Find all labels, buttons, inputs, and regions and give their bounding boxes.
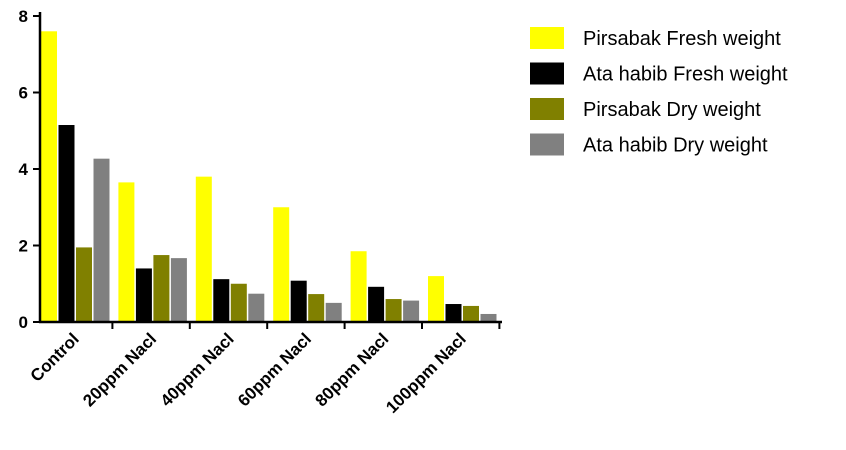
x-category-label: 80ppm Nacl bbox=[312, 329, 393, 410]
x-category-label: 100ppm Nacl bbox=[382, 329, 470, 417]
bar-ata-habib-fresh-weight-20ppm-nacl bbox=[135, 268, 152, 322]
legend-label: Pirsabak Fresh weight bbox=[583, 28, 781, 50]
bar-ata-habib-dry-weight-40ppm-nacl bbox=[248, 293, 265, 322]
bar-pirsabak-fresh-weight-40ppm-nacl bbox=[195, 176, 212, 322]
bar-pirsabak-dry-weight-control bbox=[76, 247, 92, 322]
legend-label: Ata habib Fresh weight bbox=[583, 64, 788, 86]
bar-pirsabak-dry-weight-60ppm-nacl bbox=[308, 294, 325, 322]
x-category-label: 40ppm Nacl bbox=[157, 329, 238, 410]
bar-pirsabak-fresh-weight-100ppm-nacl bbox=[428, 276, 444, 322]
legend-label: Pirsabak Dry weight bbox=[583, 99, 761, 121]
bar-pirsabak-fresh-weight-60ppm-nacl bbox=[273, 207, 290, 322]
bar-pirsabak-dry-weight-20ppm-nacl bbox=[153, 255, 170, 322]
y-tick-label: 4 bbox=[19, 160, 29, 179]
bars-group bbox=[41, 31, 497, 323]
legend-swatch bbox=[530, 98, 564, 120]
x-category-label: 60ppm Nacl bbox=[234, 329, 315, 410]
bar-ata-habib-fresh-weight-control bbox=[58, 125, 75, 322]
bar-ata-habib-fresh-weight-80ppm-nacl bbox=[368, 286, 385, 322]
x-category-label: Control bbox=[27, 329, 83, 385]
x-category-label: 20ppm Nacl bbox=[79, 329, 160, 410]
bar-ata-habib-dry-weight-control bbox=[93, 158, 110, 322]
bar-pirsabak-fresh-weight-20ppm-nacl bbox=[118, 182, 135, 322]
bar-pirsabak-dry-weight-100ppm-nacl bbox=[463, 305, 479, 322]
legend: Pirsabak Fresh weight Ata habib Fresh wei… bbox=[530, 27, 788, 157]
bar-pirsabak-fresh-weight-80ppm-nacl bbox=[350, 251, 367, 322]
bar-ata-habib-fresh-weight-60ppm-nacl bbox=[290, 280, 307, 322]
y-tick-label: 6 bbox=[19, 84, 28, 103]
y-tick-label: 8 bbox=[19, 7, 28, 26]
bar-ata-habib-dry-weight-100ppm-nacl bbox=[480, 313, 497, 322]
bar-ata-habib-fresh-weight-40ppm-nacl bbox=[213, 279, 230, 322]
y-tick-label: 2 bbox=[19, 237, 28, 256]
bar-pirsabak-dry-weight-80ppm-nacl bbox=[385, 299, 402, 322]
legend-label: Ata habib Dry weight bbox=[583, 135, 768, 157]
bar-pirsabak-fresh-weight-control bbox=[41, 31, 57, 323]
y-tick-label: 0 bbox=[19, 313, 28, 332]
bar-ata-habib-dry-weight-80ppm-nacl bbox=[403, 300, 420, 322]
bar-ata-habib-fresh-weight-100ppm-nacl bbox=[445, 304, 462, 322]
legend-swatch bbox=[530, 62, 564, 85]
bar-pirsabak-dry-weight-40ppm-nacl bbox=[230, 283, 247, 322]
legend-swatch bbox=[530, 133, 564, 156]
legend-swatch bbox=[530, 27, 564, 49]
bar-ata-habib-dry-weight-60ppm-nacl bbox=[325, 302, 342, 322]
bar-ata-habib-dry-weight-20ppm-nacl bbox=[170, 258, 187, 322]
